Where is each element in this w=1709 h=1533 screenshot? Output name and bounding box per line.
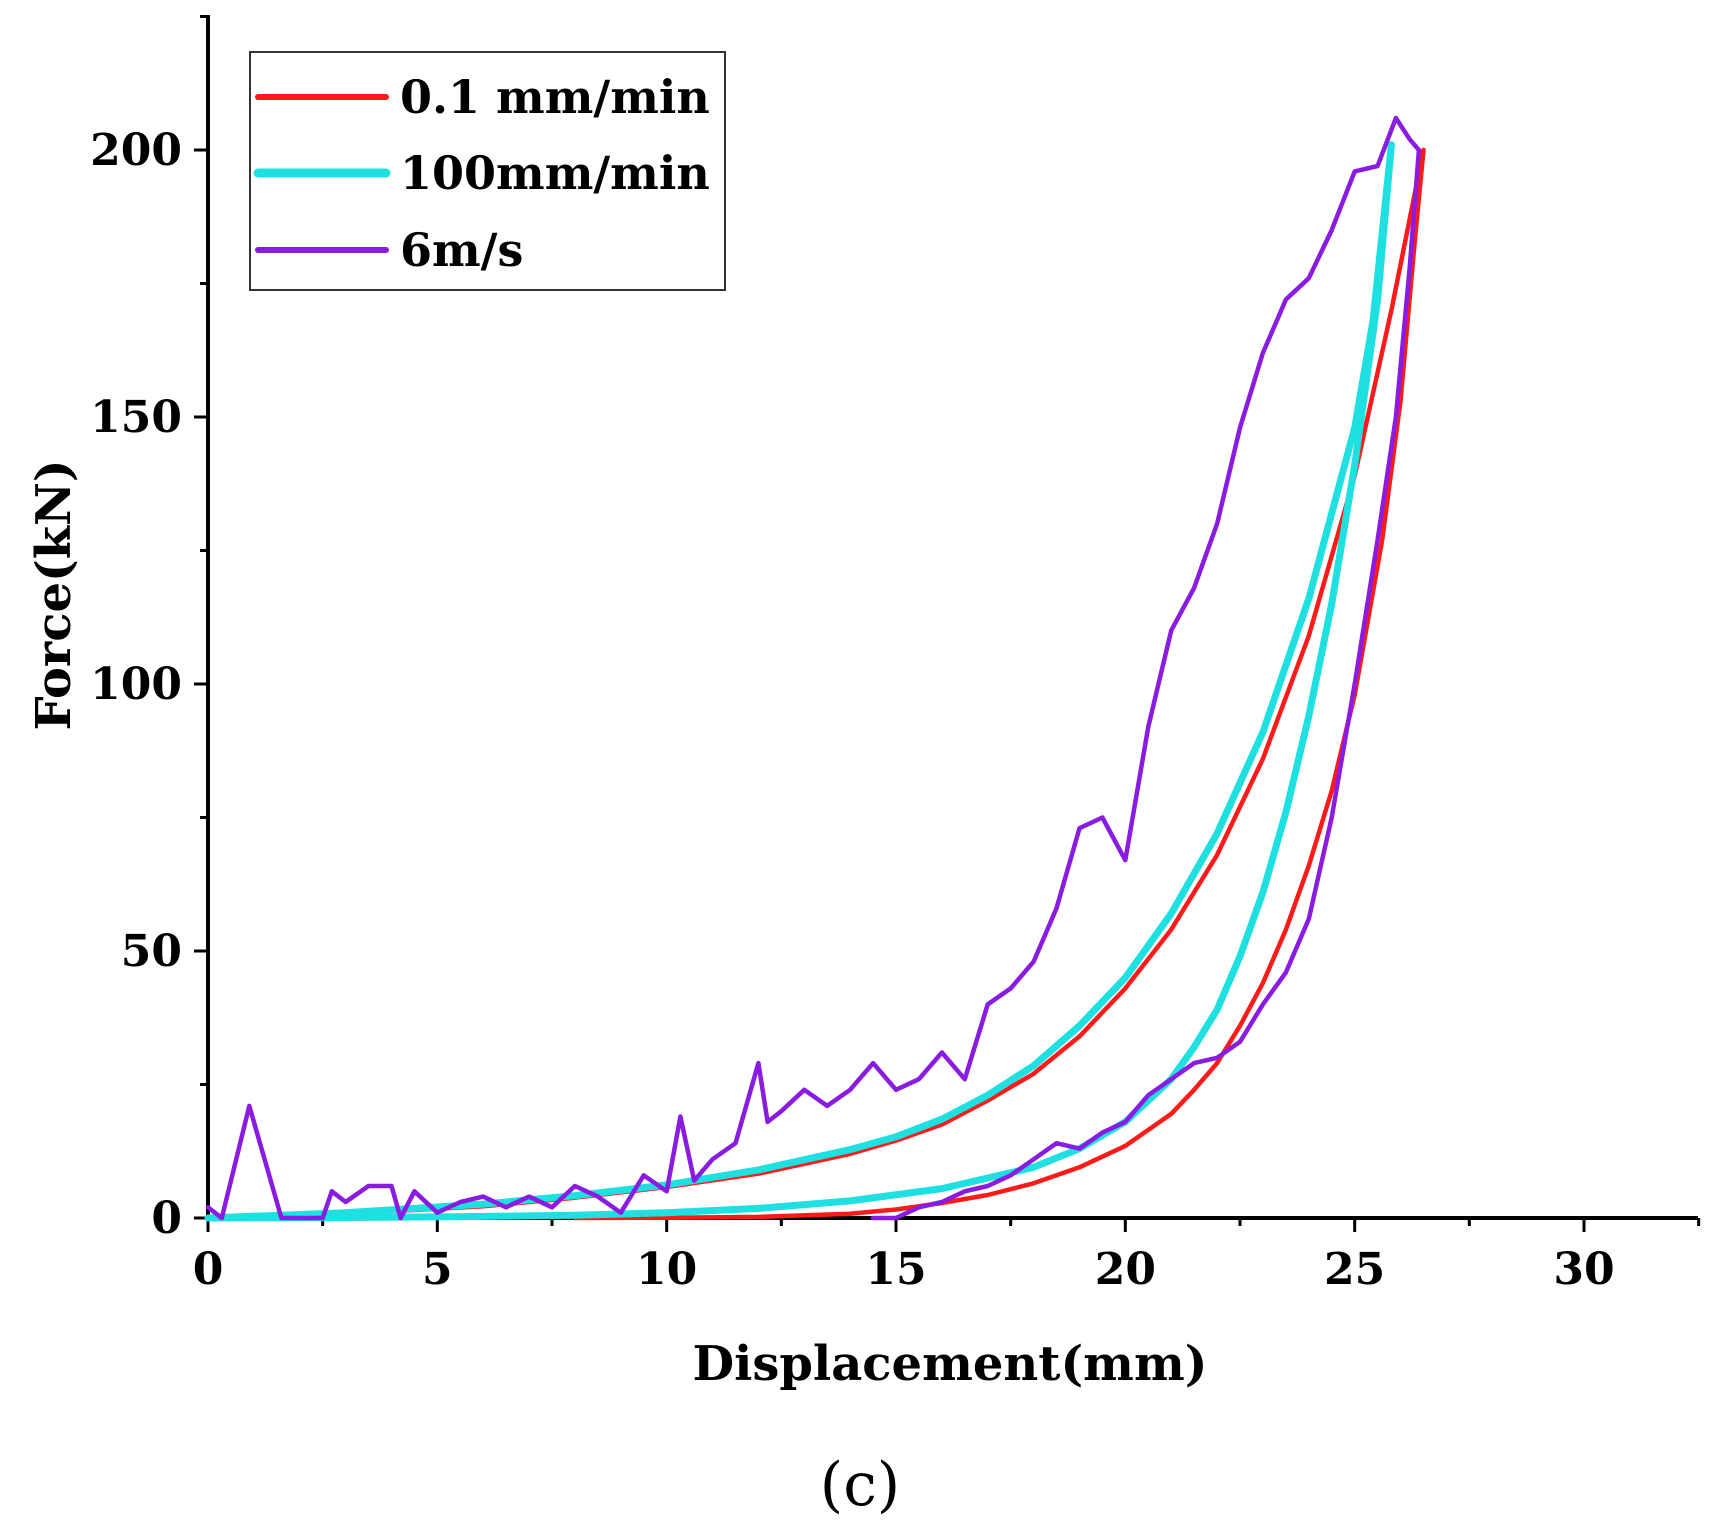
legend-items: 0.1 mm/min 100mm/min 6m/s [253, 70, 710, 277]
legend: 0.1 mm/min 100mm/min 6m/s [249, 51, 726, 291]
series-line-3 [205, 115, 1422, 1221]
series-line-1 [205, 147, 1426, 1221]
panel-label: (c) [820, 1450, 900, 1520]
series-line-2 [204, 141, 1395, 1222]
x-tick-label: 15 [865, 1244, 926, 1295]
x-tick-label: 0 [193, 1244, 224, 1295]
x-tick-label: 10 [636, 1244, 697, 1295]
legend-label: 6m/s [400, 223, 523, 277]
x-ticks: 0 5 10 15 20 25 30 [193, 1218, 1701, 1295]
x-tick-label: 30 [1553, 1244, 1614, 1295]
x-tick-label: 20 [1095, 1244, 1156, 1295]
x-tick-label: 5 [422, 1244, 453, 1295]
legend-label: 100mm/min [400, 146, 710, 200]
y-ticks: 0 50 100 150 200 [90, 15, 208, 1244]
x-axis-title: Displacement(mm) [693, 1336, 1208, 1392]
y-tick-label: 50 [121, 926, 182, 977]
y-axis-title: Force(kN) [26, 459, 82, 730]
series-lines [204, 115, 1426, 1222]
y-tick-label: 0 [151, 1193, 182, 1244]
y-tick-label: 100 [90, 659, 182, 710]
y-tick-label: 200 [90, 125, 182, 176]
y-tick-label: 150 [90, 392, 182, 443]
axes: 0 5 10 15 20 25 30 0 50 100 150 200 [90, 15, 1701, 1295]
legend-label: 0.1 mm/min [400, 70, 710, 124]
x-tick-label: 25 [1324, 1244, 1385, 1295]
